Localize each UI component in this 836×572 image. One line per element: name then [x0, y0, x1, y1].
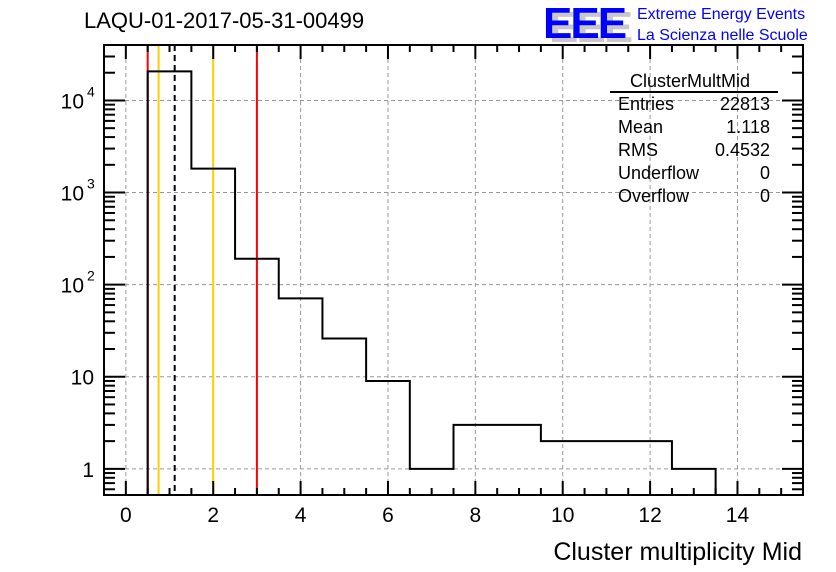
logo-line2: La Scienza nelle Scuole: [637, 27, 808, 44]
logo-line1: Extreme Energy Events: [637, 6, 805, 23]
y-tick-label: 10: [61, 183, 84, 206]
chart-title: LAQU-01-2017-05-31-00499: [84, 8, 364, 33]
histogram-step: [146, 70, 717, 495]
stats-value: 22813: [720, 94, 770, 114]
y-tick-exponent: 3: [87, 176, 95, 192]
stats-box: ClusterMultMid Entries 22813 Mean 1.118 RMS 0…: [610, 71, 778, 206]
stats-title: ClusterMultMid: [630, 71, 750, 91]
stats-label: Mean: [618, 117, 663, 137]
stats-label: RMS: [618, 140, 658, 160]
x-tick-label: 14: [726, 504, 750, 527]
x-tick-label: 12: [638, 504, 661, 527]
y-tick-exponent: 2: [87, 268, 95, 284]
y-tick-label: 1: [82, 459, 94, 482]
stats-label: Underflow: [618, 163, 700, 183]
y-tick-label: 10: [61, 275, 84, 298]
x-axis-label: Cluster multiplicity Mid: [553, 538, 802, 566]
stats-value: 1.118: [726, 117, 770, 137]
x-tick-label: 10: [551, 504, 574, 527]
stats-value: 0: [760, 163, 770, 183]
y-tick-label: 10: [61, 90, 84, 113]
stats-label: Entries: [618, 94, 674, 114]
x-tick-label: 2: [207, 504, 219, 527]
y-tick-exponent: 4: [87, 83, 95, 99]
stats-label: Overflow: [618, 186, 690, 206]
x-tick-label: 0: [120, 504, 132, 527]
x-tick-label: 4: [295, 504, 307, 527]
eee-logo: EEE Extreme Energy Events La Scienza nel…: [543, 0, 808, 48]
stats-value: 0.4532: [715, 140, 770, 160]
vertical-lines: [146, 45, 258, 495]
x-tick-label: 6: [382, 504, 394, 527]
x-tick-label: 8: [470, 504, 482, 527]
y-tick-label: 10: [71, 367, 94, 390]
logo-letters: EEE: [543, 0, 626, 48]
stats-value: 0: [760, 186, 770, 206]
